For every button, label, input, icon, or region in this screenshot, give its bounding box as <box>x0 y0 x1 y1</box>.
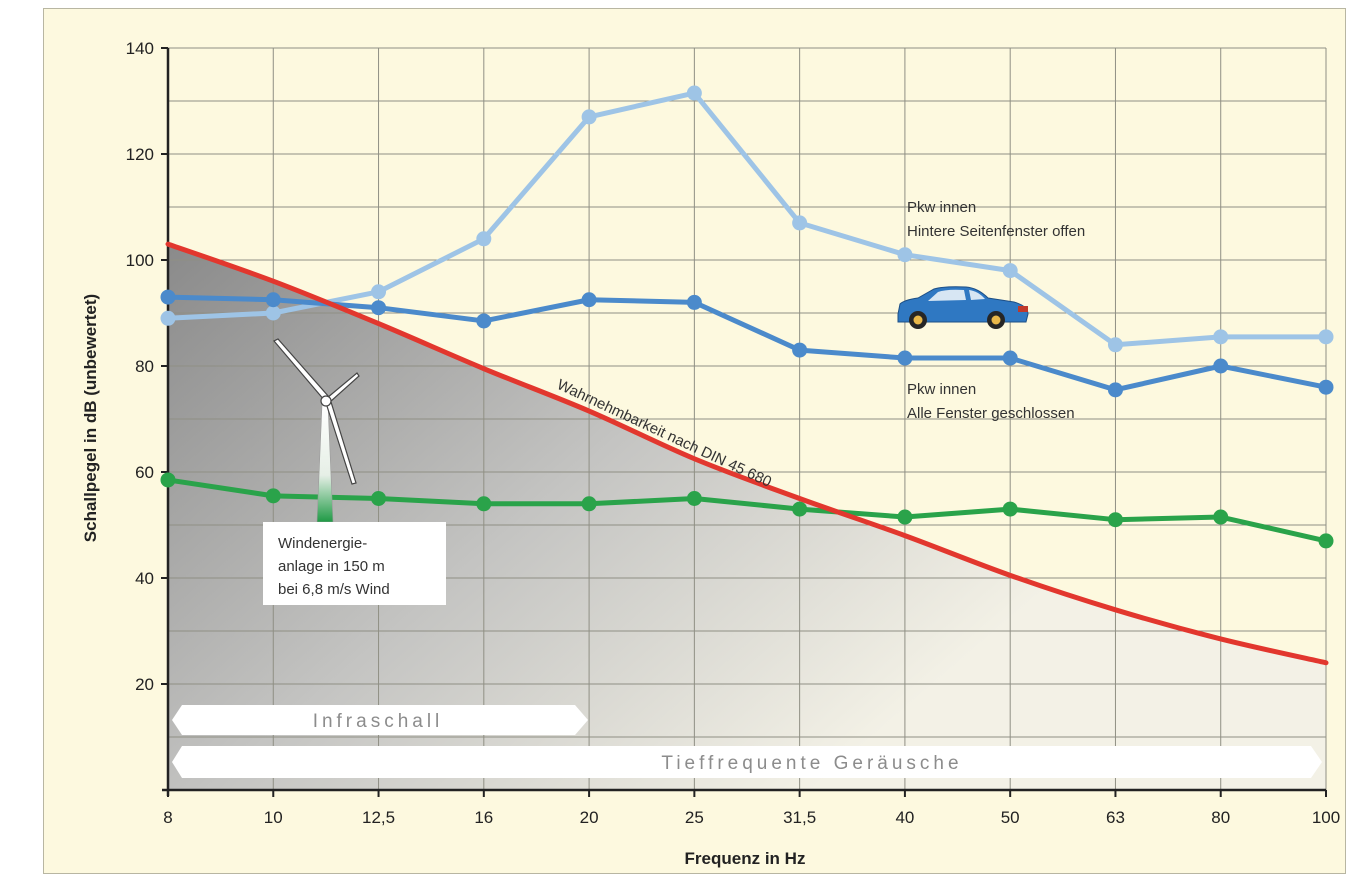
y-axis-title: Schallpegel in dB (unbewertet) <box>81 294 100 542</box>
data-point-pkw_offen <box>792 215 808 231</box>
x-tick-label: 20 <box>580 808 599 827</box>
data-point-wea <box>686 491 702 506</box>
data-point-wea <box>1107 512 1123 528</box>
data-point-pkw_geschlossen <box>371 300 387 316</box>
data-point-wea <box>897 509 913 525</box>
data-point-wea <box>1318 533 1334 549</box>
x-tick-label: 100 <box>1312 808 1340 827</box>
pkw-geschlossen-label-1: Pkw innen <box>907 381 976 398</box>
series-layer <box>160 85 1334 666</box>
x-tick-label: 12,5 <box>362 808 395 827</box>
data-point-wea <box>160 472 176 488</box>
x-axis-title: Frequenz in Hz <box>685 849 806 868</box>
series-line-pkw_offen <box>167 90 1326 348</box>
series-wahrnehmbarkeit <box>165 241 1329 666</box>
y-tick-label: 140 <box>126 39 154 58</box>
data-point-pkw_geschlossen <box>897 350 913 366</box>
band-tieffrequent: Tieffrequente Geräusche <box>172 746 1322 778</box>
data-point-pkw_offen <box>476 231 492 247</box>
data-point-pkw_offen <box>160 310 176 326</box>
data-point-wea <box>1002 501 1018 517</box>
wea-label-box: Windenergie- anlage in 150 m bei 6,8 m/s… <box>263 522 446 605</box>
y-tick-label: 40 <box>135 569 154 588</box>
wea-label-1: Windenergie- <box>278 535 367 552</box>
series-pkw_geschlossen <box>160 289 1334 398</box>
series-line-pkw_geschlossen <box>167 294 1327 393</box>
data-point-wea <box>371 491 387 506</box>
y-tick-label: 80 <box>135 357 154 376</box>
y-tick-label: 100 <box>126 251 154 270</box>
x-tick-label: 31,5 <box>783 808 816 827</box>
grid <box>167 47 1327 790</box>
x-tick-label: 16 <box>474 808 493 827</box>
data-point-pkw_offen <box>1107 337 1123 353</box>
data-point-pkw_offen <box>1213 329 1229 345</box>
perception-shaded-area <box>168 244 1326 791</box>
data-point-pkw_offen <box>1002 263 1018 279</box>
x-tick-label: 8 <box>163 808 172 827</box>
pkw-offen-label-2: Hintere Seitenfenster offen <box>907 223 1085 240</box>
data-point-wea <box>265 488 281 504</box>
data-point-wea <box>1213 509 1229 525</box>
data-point-pkw_geschlossen <box>1107 382 1123 398</box>
data-point-pkw_geschlossen <box>686 294 702 310</box>
data-point-pkw_geschlossen <box>265 292 281 308</box>
data-point-pkw_geschlossen <box>581 292 597 308</box>
data-point-pkw_geschlossen <box>1002 350 1018 366</box>
x-tick-label: 50 <box>1001 808 1020 827</box>
y-tick-label: 60 <box>135 463 154 482</box>
band-infraschall: Infraschall <box>172 705 588 735</box>
data-point-pkw_geschlossen <box>160 289 176 305</box>
series-pkw_offen <box>160 85 1334 353</box>
data-point-wea <box>476 496 492 512</box>
data-point-pkw_geschlossen <box>1318 379 1334 395</box>
data-point-wea <box>792 501 808 517</box>
data-point-pkw_offen <box>265 305 281 321</box>
wea-label-2: anlage in 150 m <box>278 558 385 575</box>
series-wea <box>160 472 1334 549</box>
x-tick-label: 40 <box>895 808 914 827</box>
data-point-pkw_offen <box>371 284 387 300</box>
axes <box>161 47 1327 797</box>
data-point-pkw_geschlossen <box>792 342 808 358</box>
data-point-pkw_offen <box>1318 329 1334 345</box>
car-icon <box>897 286 1029 329</box>
x-tick-label: 25 <box>685 808 704 827</box>
series-line-wea <box>167 477 1327 544</box>
y-tick-labels: 20 40 60 80 100 120 140 <box>126 39 154 694</box>
pkw-offen-label-1: Pkw innen <box>907 199 976 216</box>
y-tick-label: 120 <box>126 145 154 164</box>
data-point-pkw_offen <box>581 109 597 125</box>
x-tick-label: 80 <box>1211 808 1230 827</box>
band-infraschall-label: Infraschall <box>313 711 444 732</box>
wea-label-3: bei 6,8 m/s Wind <box>278 581 390 598</box>
pkw-geschlossen-label-2: Alle Fenster geschlossen <box>907 405 1075 422</box>
data-point-pkw_offen <box>897 247 913 263</box>
data-point-wea <box>581 496 597 512</box>
data-point-pkw_geschlossen <box>1213 358 1229 374</box>
data-point-pkw_offen <box>686 85 702 101</box>
x-tick-label: 10 <box>264 808 283 827</box>
band-tieffrequent-label: Tieffrequente Geräusche <box>661 753 962 774</box>
data-point-pkw_geschlossen <box>476 313 492 329</box>
wind-turbine-icon <box>273 338 360 523</box>
y-tick-label: 20 <box>135 675 154 694</box>
x-tick-label: 63 <box>1106 808 1125 827</box>
x-tick-labels: 8 10 12,5 16 20 25 31,5 40 50 63 80 100 <box>163 808 1340 827</box>
series-line-wahrnehmbarkeit <box>165 241 1329 666</box>
